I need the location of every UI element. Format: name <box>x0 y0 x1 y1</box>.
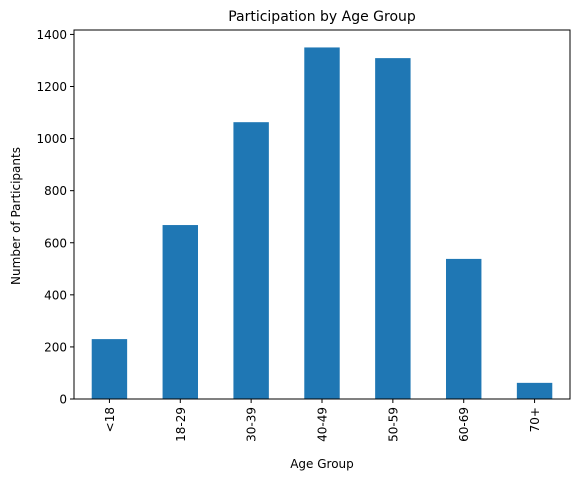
y-tick-label: 400 <box>44 288 67 302</box>
x-tick-label: 30-39 <box>245 407 259 442</box>
y-tick-label: 1400 <box>36 28 67 42</box>
x-tick-label: 50-59 <box>386 407 400 442</box>
x-tick-label: 60-69 <box>457 407 471 442</box>
x-tick-label: 18-29 <box>174 407 188 442</box>
x-tick-label: <18 <box>103 407 117 432</box>
x-tick-label: 70+ <box>528 407 542 432</box>
plot-area: 0 200 400 600 800 1000 1200 1400 <18 18-29 30-39 40… <box>36 28 571 442</box>
x-axis-label: Age Group <box>290 457 354 471</box>
axes-frame <box>73 29 571 400</box>
y-axis-label: Number of Participants <box>9 147 23 285</box>
y-tick-label: 0 <box>59 393 67 407</box>
bar <box>233 122 269 399</box>
bar <box>375 58 411 399</box>
bar <box>162 225 198 399</box>
y-tick-label: 1000 <box>36 132 67 146</box>
bar <box>446 258 482 399</box>
x-tick-label: 40-49 <box>316 407 330 442</box>
chart-title: Participation by Age Group <box>228 9 416 25</box>
y-tick-label: 200 <box>44 340 67 354</box>
y-tick-label: 800 <box>44 184 67 198</box>
bar <box>91 339 128 399</box>
bar <box>304 47 340 400</box>
y-tick-label: 600 <box>44 236 67 250</box>
bar <box>516 382 553 399</box>
y-tick-label: 1200 <box>36 80 67 94</box>
